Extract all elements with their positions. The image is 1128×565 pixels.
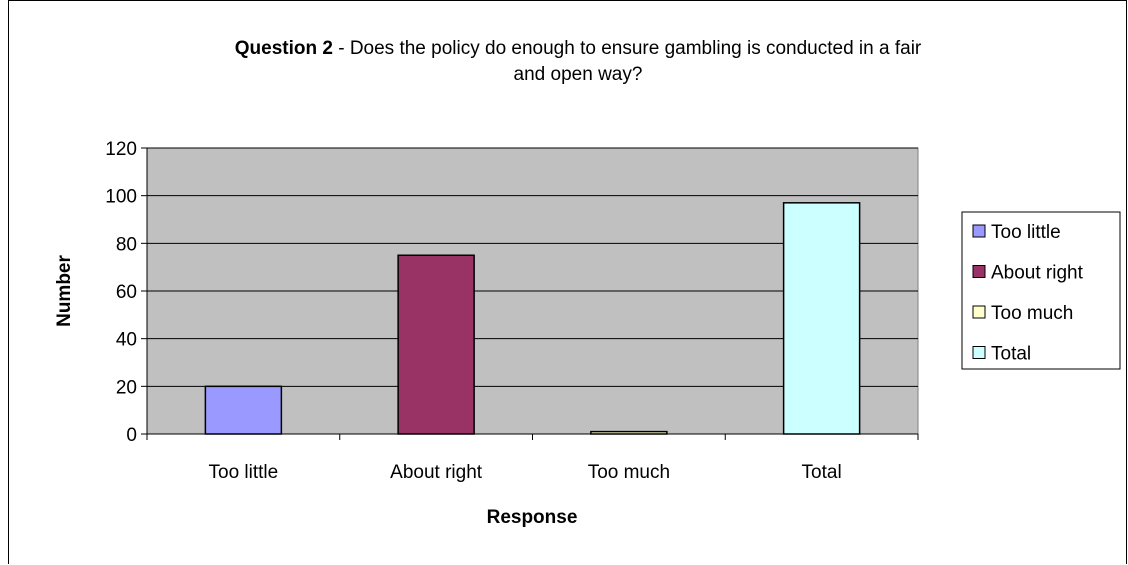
legend-swatch bbox=[972, 265, 986, 278]
x-axis-label: Response bbox=[487, 507, 578, 528]
y-tick-label: 80 bbox=[116, 234, 137, 255]
x-tick-label: Too little bbox=[209, 462, 279, 483]
y-tick-label: 120 bbox=[105, 139, 137, 160]
bar bbox=[782, 202, 861, 435]
bar bbox=[397, 254, 475, 435]
legend-entry-label: Total bbox=[991, 344, 1031, 365]
bars bbox=[204, 202, 861, 435]
legend: Too little About right Too much Total bbox=[961, 211, 1121, 370]
chart-title-line2: and open way? bbox=[514, 64, 643, 85]
legend-swatch bbox=[972, 224, 986, 238]
chart-title-bold: Question 2 bbox=[235, 38, 333, 59]
legend-entry-label: Too much bbox=[991, 303, 1073, 324]
bar bbox=[204, 385, 283, 435]
y-axis: 0 20 40 60 80 100 120 bbox=[105, 139, 148, 446]
y-tick-label: 20 bbox=[116, 377, 137, 398]
x-tick-label: Total bbox=[802, 462, 842, 483]
legend-swatch bbox=[972, 346, 986, 359]
y-tick-label: 0 bbox=[126, 425, 137, 446]
x-axis: Too little About right Too much Total bbox=[146, 433, 919, 483]
legend-entry-label: Too little bbox=[991, 222, 1061, 243]
x-tick-label: Too much bbox=[588, 462, 670, 483]
y-axis-label: Number bbox=[54, 255, 75, 327]
legend-swatch bbox=[972, 305, 986, 319]
legend-entry-label: About right bbox=[991, 263, 1084, 284]
y-tick-label: 100 bbox=[105, 187, 137, 208]
y-tick-label: 60 bbox=[116, 282, 137, 303]
legend-box bbox=[961, 211, 1121, 370]
y-tick-label: 40 bbox=[116, 330, 137, 351]
chart-title-line1: - Does the policy do enough to ensure ga… bbox=[333, 38, 922, 59]
bar bbox=[590, 430, 668, 435]
chart-title: Question 2 - Does the policy do enough t… bbox=[235, 38, 922, 59]
x-tick-label: About right bbox=[390, 462, 483, 483]
